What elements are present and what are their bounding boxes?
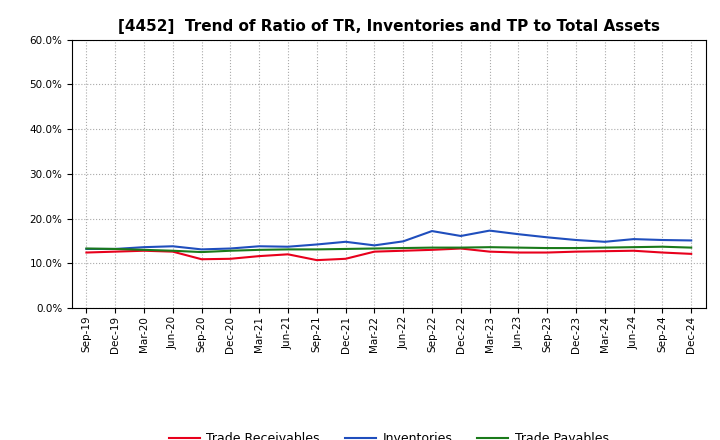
Trade Payables — [341, 246, 350, 252]
Inventories — [197, 247, 206, 252]
Trade Payables — [197, 249, 206, 255]
Trade Payables — [514, 245, 523, 250]
Inventories — [168, 244, 177, 249]
Trade Receivables — [284, 252, 292, 257]
Title: [4452]  Trend of Ratio of TR, Inventories and TP to Total Assets: [4452] Trend of Ratio of TR, Inventories… — [118, 19, 660, 34]
Trade Payables — [370, 246, 379, 251]
Inventories — [687, 238, 696, 243]
Inventories — [82, 246, 91, 252]
Trade Receivables — [687, 251, 696, 257]
Trade Receivables — [658, 250, 667, 255]
Trade Receivables — [341, 256, 350, 261]
Trade Payables — [572, 246, 580, 251]
Trade Receivables — [485, 249, 494, 254]
Inventories — [514, 231, 523, 237]
Inventories — [600, 239, 609, 245]
Line: Trade Payables: Trade Payables — [86, 247, 691, 252]
Trade Payables — [312, 247, 321, 252]
Trade Payables — [82, 246, 91, 251]
Inventories — [629, 236, 638, 242]
Trade Payables — [485, 245, 494, 250]
Inventories — [485, 228, 494, 233]
Trade Receivables — [255, 253, 264, 259]
Trade Receivables — [168, 249, 177, 254]
Inventories — [341, 239, 350, 245]
Trade Payables — [658, 244, 667, 249]
Trade Receivables — [456, 246, 465, 251]
Trade Payables — [687, 245, 696, 250]
Trade Receivables — [572, 249, 580, 254]
Inventories — [456, 233, 465, 238]
Inventories — [572, 237, 580, 242]
Inventories — [543, 235, 552, 240]
Inventories — [111, 246, 120, 252]
Inventories — [284, 244, 292, 249]
Trade Payables — [428, 245, 436, 250]
Trade Receivables — [226, 256, 235, 261]
Line: Trade Receivables: Trade Receivables — [86, 249, 691, 260]
Trade Receivables — [600, 249, 609, 254]
Inventories — [428, 228, 436, 234]
Trade Payables — [629, 245, 638, 250]
Trade Receivables — [312, 257, 321, 263]
Inventories — [140, 245, 148, 250]
Trade Payables — [168, 248, 177, 253]
Trade Payables — [111, 246, 120, 252]
Trade Receivables — [370, 249, 379, 254]
Trade Receivables — [629, 248, 638, 253]
Legend: Trade Receivables, Inventories, Trade Payables: Trade Receivables, Inventories, Trade Pa… — [164, 427, 613, 440]
Trade Payables — [456, 245, 465, 250]
Trade Receivables — [82, 250, 91, 255]
Trade Payables — [543, 246, 552, 251]
Trade Payables — [284, 247, 292, 252]
Trade Payables — [226, 248, 235, 253]
Trade Receivables — [197, 257, 206, 262]
Inventories — [226, 246, 235, 251]
Trade Receivables — [399, 248, 408, 253]
Inventories — [255, 244, 264, 249]
Trade Receivables — [140, 248, 148, 253]
Trade Receivables — [428, 247, 436, 253]
Inventories — [658, 237, 667, 242]
Inventories — [399, 239, 408, 244]
Trade Receivables — [514, 250, 523, 255]
Trade Payables — [399, 246, 408, 251]
Line: Inventories: Inventories — [86, 231, 691, 249]
Trade Payables — [600, 245, 609, 250]
Trade Payables — [255, 247, 264, 253]
Inventories — [370, 243, 379, 248]
Inventories — [312, 242, 321, 247]
Trade Payables — [140, 247, 148, 253]
Trade Receivables — [543, 250, 552, 255]
Trade Receivables — [111, 249, 120, 254]
